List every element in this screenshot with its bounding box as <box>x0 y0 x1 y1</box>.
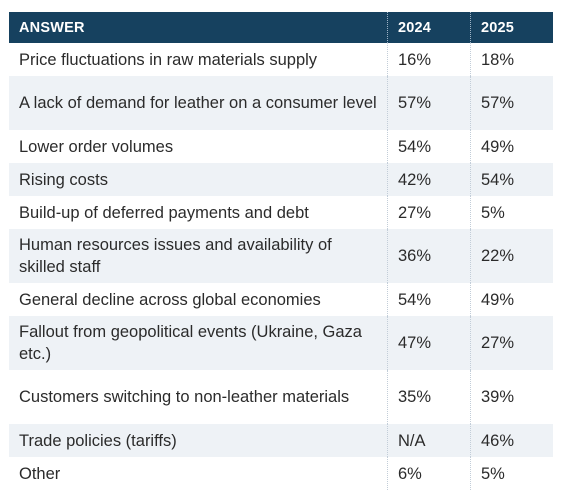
value-2025-cell: 46% <box>470 424 553 457</box>
value-2024-cell: 36% <box>387 229 470 283</box>
answer-cell: Fallout from geopolitical events (Ukrain… <box>9 316 387 370</box>
value-2024-cell: 16% <box>387 43 470 76</box>
table-row: General decline across global economies … <box>9 283 553 316</box>
value-2024-cell: 47% <box>387 316 470 370</box>
table-row: Trade policies (tariffs) N/A 46% <box>9 424 553 457</box>
value-2025-cell: 22% <box>470 229 553 283</box>
value-2025-cell: 18% <box>470 43 553 76</box>
value-2024-cell: 57% <box>387 76 470 130</box>
answer-cell: Price fluctuations in raw materials supp… <box>9 43 387 76</box>
value-2025-cell: 49% <box>470 130 553 163</box>
value-2024-cell: 6% <box>387 457 470 490</box>
header-2024: 2024 <box>387 12 470 43</box>
survey-results-table: ANSWER 2024 2025 Price fluctuations in r… <box>9 12 553 490</box>
table-row: Price fluctuations in raw materials supp… <box>9 43 553 76</box>
answer-cell: Build-up of deferred payments and debt <box>9 196 387 229</box>
answer-cell: Customers switching to non-leather mater… <box>9 370 387 424</box>
value-2024-cell: 54% <box>387 283 470 316</box>
value-2024-cell: 42% <box>387 163 470 196</box>
header-2025: 2025 <box>470 12 553 43</box>
value-2024-cell: N/A <box>387 424 470 457</box>
table-row: Rising costs 42% 54% <box>9 163 553 196</box>
table-row: Other 6% 5% <box>9 457 553 490</box>
table-body: Price fluctuations in raw materials supp… <box>9 43 553 490</box>
value-2024-cell: 35% <box>387 370 470 424</box>
value-2025-cell: 49% <box>470 283 553 316</box>
answer-cell: Human resources issues and availability … <box>9 229 387 283</box>
value-2025-cell: 54% <box>470 163 553 196</box>
value-2024-cell: 27% <box>387 196 470 229</box>
answer-cell: A lack of demand for leather on a consum… <box>9 76 387 130</box>
answer-cell: Other <box>9 457 387 490</box>
table-row: Fallout from geopolitical events (Ukrain… <box>9 316 553 370</box>
table-row: Build-up of deferred payments and debt 2… <box>9 196 553 229</box>
answer-cell: Trade policies (tariffs) <box>9 424 387 457</box>
answer-cell: Rising costs <box>9 163 387 196</box>
value-2025-cell: 57% <box>470 76 553 130</box>
table-row: Customers switching to non-leather mater… <box>9 370 553 424</box>
value-2025-cell: 39% <box>470 370 553 424</box>
answer-cell: Lower order volumes <box>9 130 387 163</box>
value-2024-cell: 54% <box>387 130 470 163</box>
table-row: A lack of demand for leather on a consum… <box>9 76 553 130</box>
table-header: ANSWER 2024 2025 <box>9 12 553 43</box>
header-answer: ANSWER <box>9 12 387 43</box>
header-row: ANSWER 2024 2025 <box>9 12 553 43</box>
value-2025-cell: 5% <box>470 196 553 229</box>
answer-cell: General decline across global economies <box>9 283 387 316</box>
value-2025-cell: 27% <box>470 316 553 370</box>
table-row: Human resources issues and availability … <box>9 229 553 283</box>
value-2025-cell: 5% <box>470 457 553 490</box>
table-row: Lower order volumes 54% 49% <box>9 130 553 163</box>
